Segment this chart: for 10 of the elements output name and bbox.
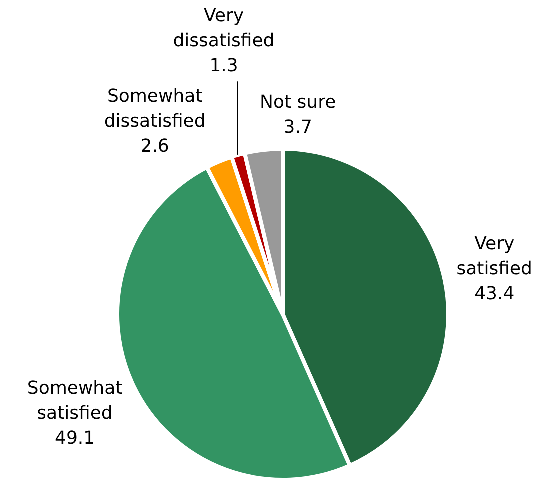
data-label: 43.4 (474, 283, 515, 304)
data-label: 49.1 (54, 428, 96, 449)
slice-label: Somewhat satisfied (27, 378, 123, 424)
data-label: 2.6 (140, 136, 170, 158)
slice-label: Very dissatisfied (173, 6, 275, 52)
slice-label: Very satisfied (456, 233, 532, 280)
slice-label: Somewhat dissatisfied (104, 86, 206, 132)
data-label: 3.7 (284, 116, 312, 138)
slice-label: Not sure (260, 92, 336, 113)
data-label: 1.3 (210, 56, 238, 77)
